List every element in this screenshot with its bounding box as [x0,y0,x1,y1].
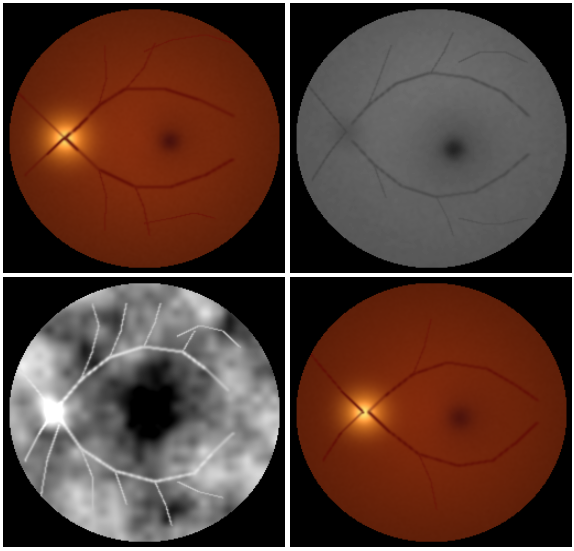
Text: c: c [7,279,15,293]
Text: d: d [294,279,304,293]
Text: a: a [7,6,17,19]
Text: b: b [294,6,304,19]
